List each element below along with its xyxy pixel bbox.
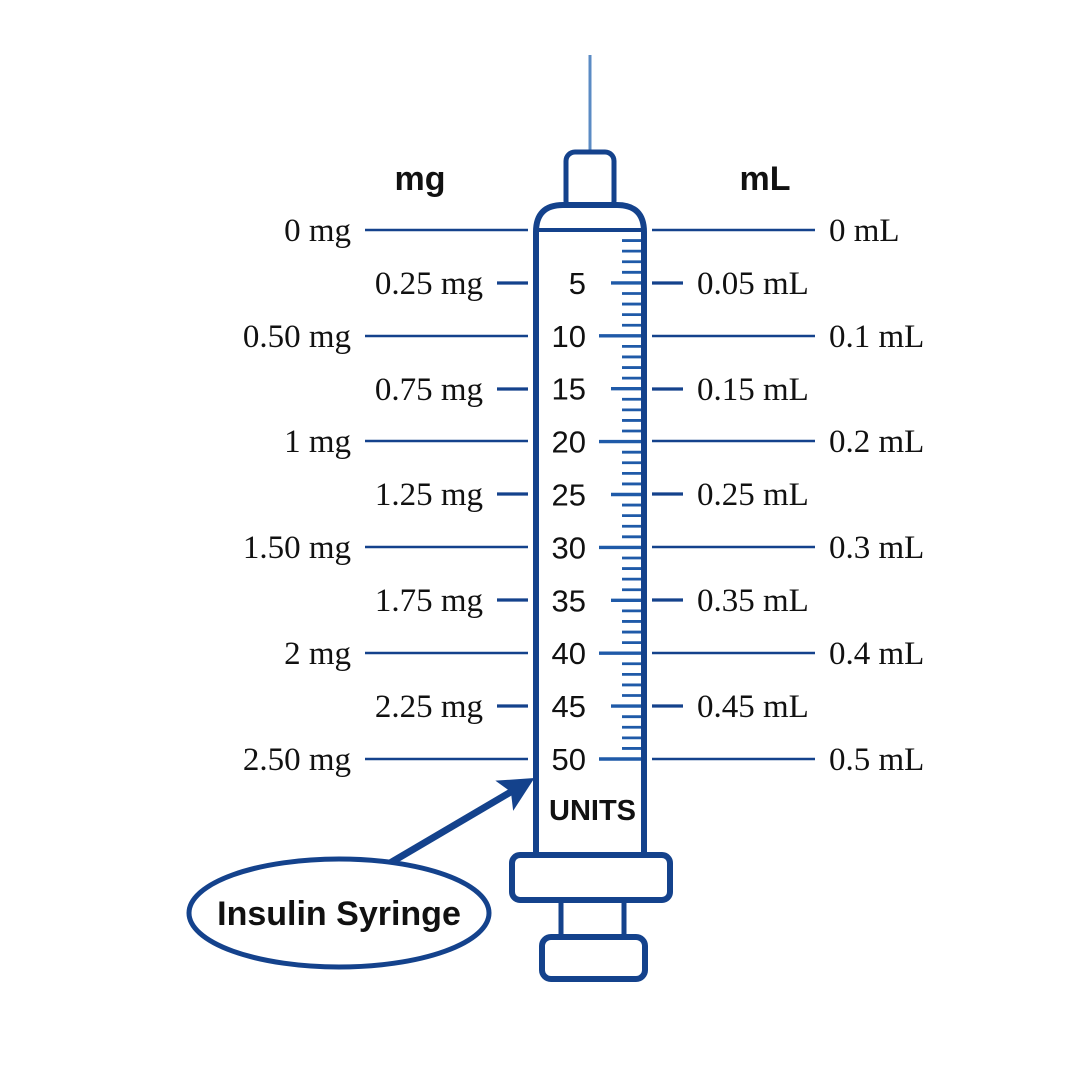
unit-number: 30 [552, 530, 586, 565]
callout-label: Insulin Syringe [217, 895, 461, 933]
scale-label-ml: 0.4 mL [829, 636, 924, 672]
scale-label-ml: 0.15 mL [697, 372, 809, 408]
unit-number-labels: 5 10 15 20 25 30 35 40 45 50 [552, 266, 586, 777]
scale-label-mg: 1.75 mg [375, 583, 483, 619]
plunger-thumb-pad [539, 934, 648, 982]
scale-label-ml: 0.25 mL [697, 477, 809, 513]
unit-number: 45 [552, 689, 586, 724]
callout-arrow [388, 778, 535, 867]
scale-label-ml: 0.5 mL [829, 742, 924, 778]
barrel-tick-marks [599, 239, 641, 761]
scale-label-mg: 1 mg [284, 424, 351, 460]
column-header-mg: mg [395, 160, 446, 198]
callout-ellipse [186, 856, 492, 970]
scale-label-ml: 0.45 mL [697, 689, 809, 725]
scale-label-mg: 2.50 mg [243, 742, 351, 778]
unit-number: 50 [552, 742, 586, 777]
unit-number: 40 [552, 636, 586, 671]
scale-label-mg: 2.25 mg [375, 689, 483, 725]
scale-label-ml: 0.3 mL [829, 530, 924, 566]
scale-label-mg: 1.25 mg [375, 477, 483, 513]
unit-number: 35 [552, 583, 586, 618]
scale-label-ml: 0 mL [829, 213, 900, 249]
unit-number: 15 [552, 372, 586, 407]
scale-label-ml: 0.1 mL [829, 319, 924, 355]
scale-label-mg: 2 mg [284, 636, 351, 672]
scale-label-mg: 0.50 mg [243, 319, 351, 355]
needle-hub [563, 149, 617, 213]
unit-number: 10 [552, 319, 586, 354]
scale-label-mg: 0.75 mg [375, 372, 483, 408]
scale-label-ml: 0.05 mL [697, 266, 809, 302]
column-header-ml: mL [740, 160, 791, 198]
plunger-flange [509, 852, 673, 903]
scale-label-ml: 0.35 mL [697, 583, 809, 619]
units-caption: UNITS [549, 795, 636, 827]
scale-label-mg: 0.25 mg [375, 266, 483, 302]
scale-label-ml: 0.2 mL [829, 424, 924, 460]
scale-label-mg: 0 mg [284, 213, 351, 249]
scale-label-mg: 1.50 mg [243, 530, 351, 566]
unit-number: 20 [552, 425, 586, 460]
unit-number: 5 [569, 266, 586, 301]
scale-rows-group: 0 mg 0 mL 0.25 mg 0.05 mL 0.50 mg 0.1 mL 0.75 … [243, 213, 925, 778]
unit-number: 25 [552, 478, 586, 513]
